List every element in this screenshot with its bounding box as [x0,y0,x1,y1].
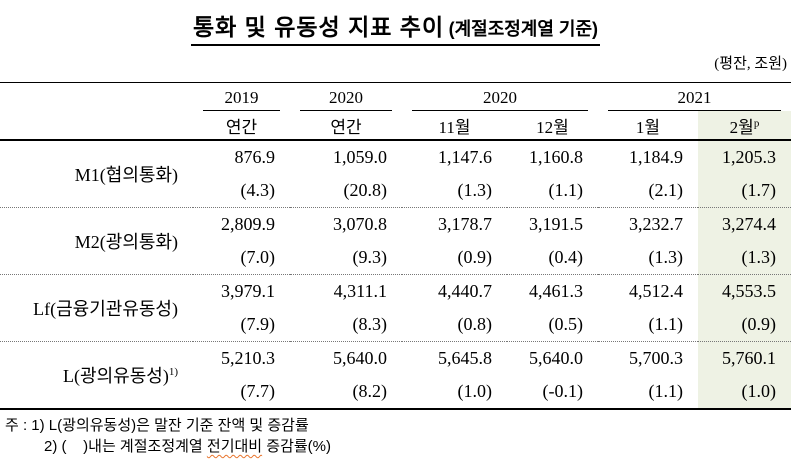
monetary-indicator-table: 2019 2020 2020 2021 연간 연간 11월 12월 1월 2월p… [0,82,791,410]
table-row-m1-pct: (4.3) (20.8) (1.3) (1.1) (2.1) (1.7) [0,174,791,208]
value-cell: 5,640.0 [529,348,583,368]
table-row-m2-values: M2(광의통화) 2,809.9 3,070.8 3,178.7 3,191.5… [0,207,791,275]
pct-cell: (8.3) [290,308,402,342]
subheader-2020-annual: 연간 [290,111,402,141]
value-cell: 1,184.9 [629,147,683,167]
value-cell: 4,512.4 [629,281,683,301]
value-cell: 4,311.1 [333,281,387,301]
title-underline: 통화 및 유동성 지표 추이 (계절조정계열 기준) [190,8,601,46]
year-header-2020-annual: 2020 [290,83,402,111]
pct-cell: (9.3) [290,241,402,275]
pct-cell: (20.8) [290,174,402,208]
value-cell: 876.9 [234,147,276,167]
row-label-m2: M2(광의통화) [0,207,193,275]
pct-cell: (4.3) [193,174,290,208]
value-cell: 5,210.3 [221,348,275,368]
pct-cell: (1.1) [598,308,698,342]
table-row-l-pct: (7.7) (8.2) (1.0) (-0.1) (1.1) (1.0) [0,375,791,409]
value-cell: 1,059.0 [333,147,387,167]
year-header-2019: 2019 [193,83,290,111]
value-cell: 4,440.7 [438,281,492,301]
value-cell: 3,232.7 [629,214,683,234]
value-cell: 3,274.4 [698,207,791,241]
row-label-lf: Lf(금융기관유동성) [0,274,193,342]
value-cell: 5,700.3 [629,348,683,368]
table-row-lf-pct: (7.9) (8.3) (0.8) (0.5) (1.1) (0.9) [0,308,791,342]
pct-cell: (1.1) [648,381,684,401]
unit-note: (평잔, 조원) [714,56,787,72]
pct-cell: (0.9) [698,308,791,342]
value-cell: 2,809.9 [221,214,275,234]
pct-cell: (-0.1) [542,381,583,401]
spellcheck-underlined-word: 전기대비 [206,438,263,455]
footnote-2: 2) ( )내는 계절조정계열 전기대비 증감률(%) [44,438,332,455]
year-header-2021: 2021 [598,83,791,111]
footnote-superscript: 1) [168,366,178,378]
pct-cell: (7.9) [193,308,290,342]
pct-cell: (1.0) [457,381,493,401]
value-cell: 3,178.7 [438,214,492,234]
table-row-m1-values: M1(협의통화) 876.9 1,059.0 1,147.6 1,160.8 1… [0,140,791,208]
row-label-m1: M1(협의통화) [0,140,193,208]
footnotes: 주 : 1) L(광의유동성)은 말잔 기준 잔액 및 증감률 2) ( )내는… [0,415,791,457]
pct-cell: (8.2) [352,381,388,401]
pct-cell: (7.7) [240,381,276,401]
provisional-superscript: p [753,116,760,129]
pct-cell: (1.0) [698,375,791,409]
pct-cell: (0.4) [507,241,598,275]
value-cell: 5,640.0 [333,348,387,368]
pct-cell: (1.1) [507,174,598,208]
page-title: 통화 및 유동성 지표 추이 (계절조정계열 기준) [0,8,791,46]
year-header-row: 2019 2020 2020 2021 [0,83,791,112]
pct-cell: (0.5) [507,308,598,342]
table-row-l-values: L(광의유동성)1) 5,210.3 5,640.0 5,645.8 5,640… [0,341,791,386]
value-cell: 3,070.8 [333,214,387,234]
value-cell: 3,191.5 [529,214,583,234]
subheader-2019-annual: 연간 [193,111,290,141]
corner-header-cell [0,83,193,112]
value-cell: 5,645.8 [438,348,492,368]
subheader-feb-provisional: 2월p [698,111,791,141]
value-cell: 1,205.3 [698,140,791,174]
subheader-nov: 11월 [402,111,507,141]
value-cell: 1,160.8 [529,147,583,167]
pct-cell: (2.1) [598,174,698,208]
corner-subheader-cell [0,111,193,141]
subheader-dec: 12월 [507,111,598,141]
pct-cell: (7.0) [193,241,290,275]
value-cell: 4,461.3 [529,281,583,301]
table-row-lf-values: Lf(금융기관유동성) 3,979.1 4,311.1 4,440.7 4,46… [0,274,791,342]
table-row-m2-pct: (7.0) (9.3) (0.9) (0.4) (1.3) (1.3) [0,241,791,275]
title-sub-text: (계절조정계열 기준) [448,19,599,39]
sub-header-row: 연간 연간 11월 12월 1월 2월p [0,111,791,141]
pct-cell: (1.3) [402,174,507,208]
pct-cell: (1.7) [698,174,791,208]
title-main-text: 통화 및 유동성 지표 추이 [192,14,445,40]
year-header-2020-months: 2020 [402,83,598,111]
footnote-1: 주 : 1) L(광의유동성)은 말잔 기준 잔액 및 증감률 [5,417,309,434]
pct-cell: (1.3) [598,241,698,275]
value-cell: 4,553.5 [698,274,791,308]
row-label-l: L(광의유동성)1) [63,366,178,386]
value-cell: 3,979.1 [221,281,275,301]
value-cell: 1,147.6 [438,147,492,167]
value-cell: 5,760.1 [698,341,791,375]
pct-cell: (0.9) [402,241,507,275]
subheader-jan: 1월 [598,111,698,141]
pct-cell: (0.8) [402,308,507,342]
pct-cell: (1.3) [698,241,791,275]
